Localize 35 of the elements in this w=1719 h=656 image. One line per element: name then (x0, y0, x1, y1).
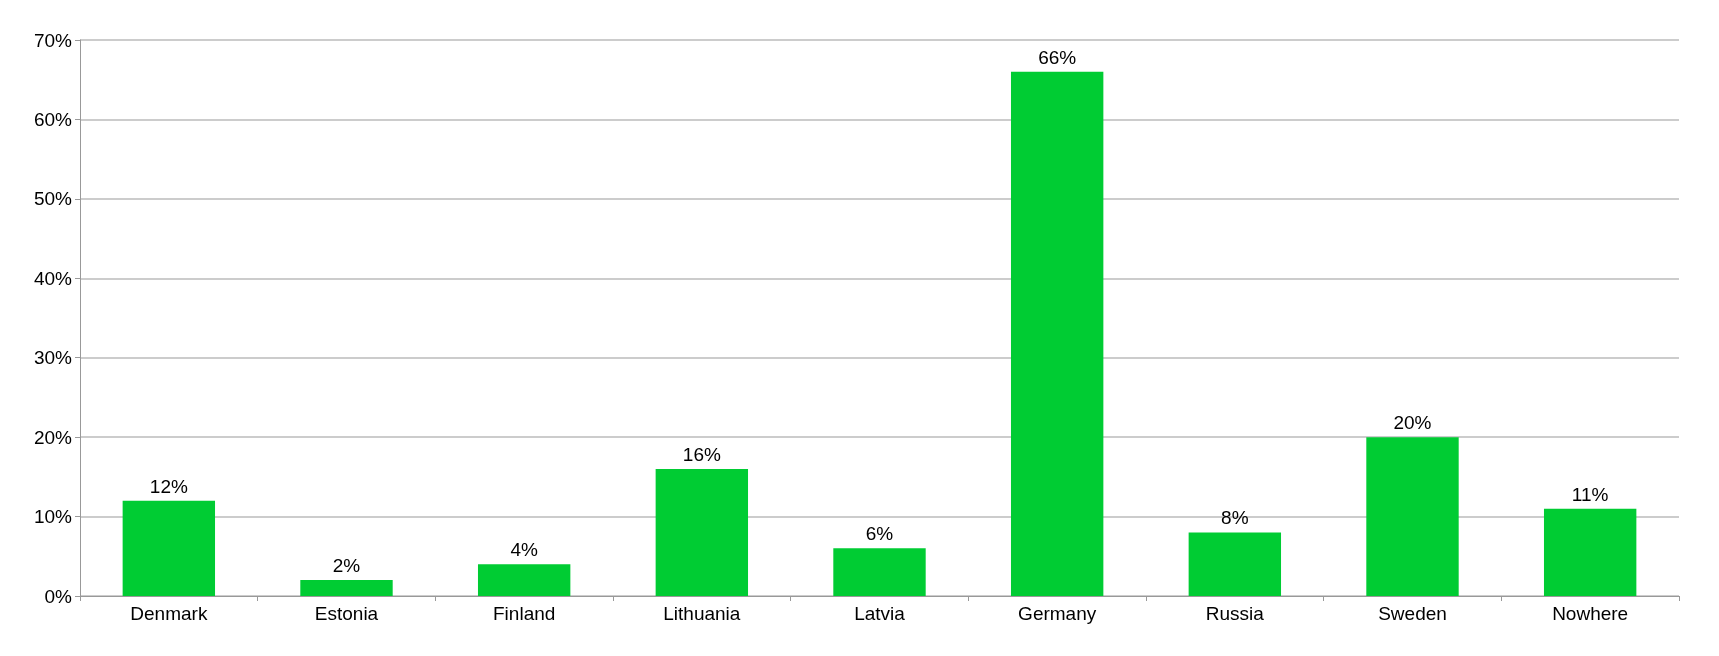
x-tick-label: Latvia (854, 603, 906, 624)
bar (122, 500, 216, 596)
y-tick-label: 20% (33, 426, 73, 448)
x-tick-label: Lithuania (663, 603, 741, 624)
x-tick-label: Denmark (130, 603, 208, 624)
data-label: 20% (1393, 412, 1432, 434)
x-tick-label: Nowhere (1552, 603, 1629, 624)
y-tick-label: 50% (33, 188, 73, 210)
y-tick-label: 70% (33, 29, 73, 51)
data-label: 66% (1038, 46, 1077, 68)
y-tick-label: 10% (33, 506, 73, 528)
data-label: 11% (1571, 483, 1609, 505)
bar (477, 564, 571, 596)
x-tick-label: Finland (493, 603, 556, 624)
bar (300, 580, 393, 596)
y-tick-label: 0% (44, 585, 73, 607)
bar (1010, 71, 1104, 596)
bar (833, 548, 926, 596)
x-tick-label: Estonia (314, 603, 379, 624)
data-label: 16% (682, 443, 721, 465)
bar (655, 468, 749, 596)
data-label: 6% (865, 523, 894, 545)
x-tick-label: Sweden (1378, 603, 1447, 624)
y-tick-label: 60% (33, 108, 73, 130)
data-label: 8% (1221, 507, 1249, 529)
data-label: 4% (510, 539, 538, 561)
data-label: 2% (332, 555, 361, 577)
bar (1188, 532, 1282, 596)
y-tick-label: 40% (33, 267, 73, 289)
bar (1543, 508, 1637, 596)
x-tick-label: Germany (1018, 603, 1097, 624)
x-tick-label: Russia (1205, 603, 1265, 624)
data-label: 12% (149, 475, 188, 497)
y-tick-label: 30% (33, 347, 73, 369)
bar (1366, 437, 1459, 596)
